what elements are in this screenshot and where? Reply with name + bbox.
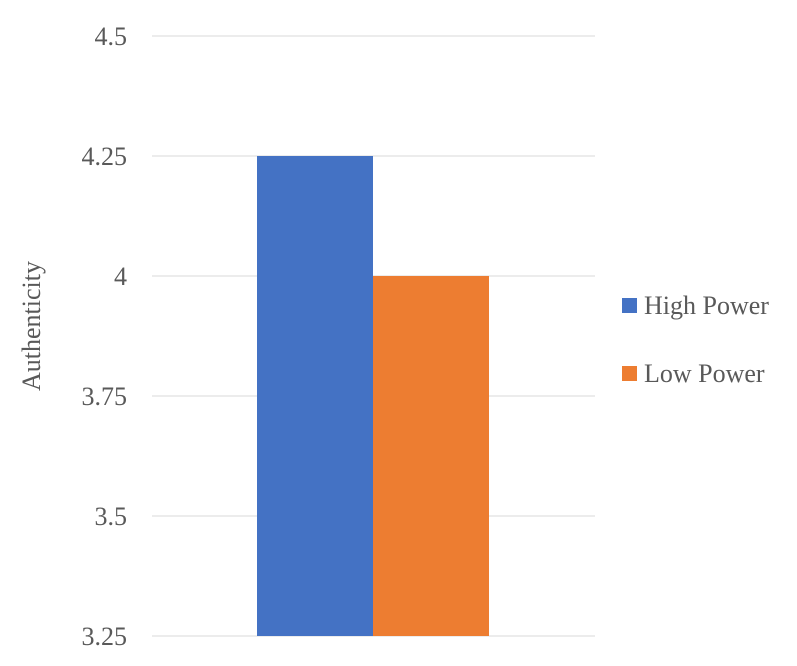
- legend-label: High Power: [644, 291, 769, 320]
- legend-swatch: [622, 298, 637, 313]
- bar-low-power: [373, 276, 489, 636]
- y-tick-label: 3.25: [82, 622, 128, 651]
- bars: [257, 156, 489, 636]
- y-tick-label: 3.5: [95, 502, 128, 531]
- y-tick-label: 3.75: [82, 382, 128, 411]
- y-axis-tick-labels: 4.5 4.25 4 3.75 3.5 3.25: [82, 22, 128, 651]
- y-tick-label: 4: [114, 262, 127, 291]
- y-tick-label: 4.25: [82, 142, 128, 171]
- y-tick-label: 4.5: [95, 22, 128, 51]
- legend: High Power Low Power: [622, 291, 769, 388]
- bar-high-power: [257, 156, 373, 636]
- legend-swatch: [622, 366, 637, 381]
- legend-label: Low Power: [644, 359, 765, 388]
- y-axis-title: Authenticity: [17, 261, 46, 391]
